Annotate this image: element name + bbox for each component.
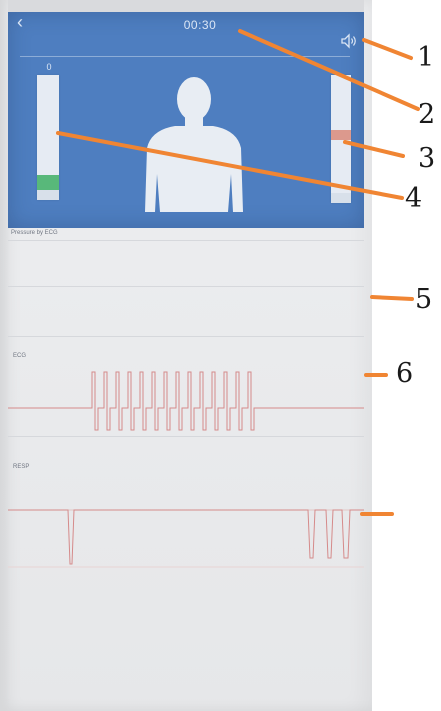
section-label-resp: RESP: [13, 464, 30, 470]
status-bar: [8, 0, 364, 12]
session-timer: 00:30: [183, 18, 217, 32]
resp-waveform-area: [8, 500, 364, 580]
resp-waveform: [8, 509, 364, 568]
right-level-meter: [331, 75, 351, 203]
right-level-base: [331, 193, 351, 203]
ecg-waveform-area: [8, 360, 364, 440]
callout-number-1: 1: [417, 42, 435, 73]
phone-screen: ‹ 00:30 0 Pressure by ECG ECG RESP: [0, 0, 372, 711]
right-level-marker: [331, 130, 351, 140]
callout-number-5: 5: [415, 284, 433, 315]
section-label-ecg: ECG: [13, 353, 27, 359]
header-divider: [20, 56, 350, 57]
callout-number-3: 3: [418, 143, 436, 174]
ecg-trace: [8, 371, 364, 431]
speaker-icon[interactable]: [339, 31, 359, 51]
left-level-meter: [37, 75, 59, 200]
callout-number-4: 4: [405, 183, 423, 214]
ecg-waveform: [8, 371, 364, 431]
left-meter-label: 0: [46, 62, 52, 72]
back-arrow-icon[interactable]: ‹: [17, 12, 23, 32]
callout-number-6: 6: [396, 358, 414, 389]
section-divider: [8, 436, 364, 437]
section-divider: [8, 286, 364, 287]
human-torso-silhouette: [145, 77, 243, 212]
callout-line-5: [370, 295, 414, 301]
resp-trace: [8, 509, 364, 565]
left-level-base: [37, 190, 59, 200]
section-divider: [8, 336, 364, 337]
section-label-pressure: Pressure by ECG: [11, 230, 58, 236]
section-divider: [8, 240, 364, 241]
callout-number-2: 2: [418, 99, 436, 130]
screen-edge-shadow: [0, 0, 10, 711]
